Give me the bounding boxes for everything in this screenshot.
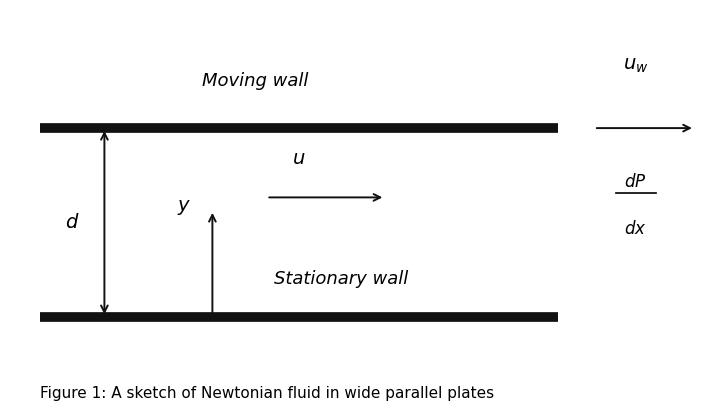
Text: $u_w$: $u_w$ — [623, 55, 648, 75]
Text: Figure 1: A sketch of Newtonian fluid in wide parallel plates: Figure 1: A sketch of Newtonian fluid in… — [40, 386, 494, 401]
Text: $u$: $u$ — [292, 149, 305, 168]
Text: $dP$: $dP$ — [624, 173, 647, 191]
Text: Stationary wall: Stationary wall — [274, 270, 408, 288]
Text: $dx$: $dx$ — [624, 220, 647, 239]
Text: $y$: $y$ — [176, 198, 191, 218]
Text: Moving wall: Moving wall — [202, 72, 309, 90]
Text: $d$: $d$ — [65, 213, 79, 232]
